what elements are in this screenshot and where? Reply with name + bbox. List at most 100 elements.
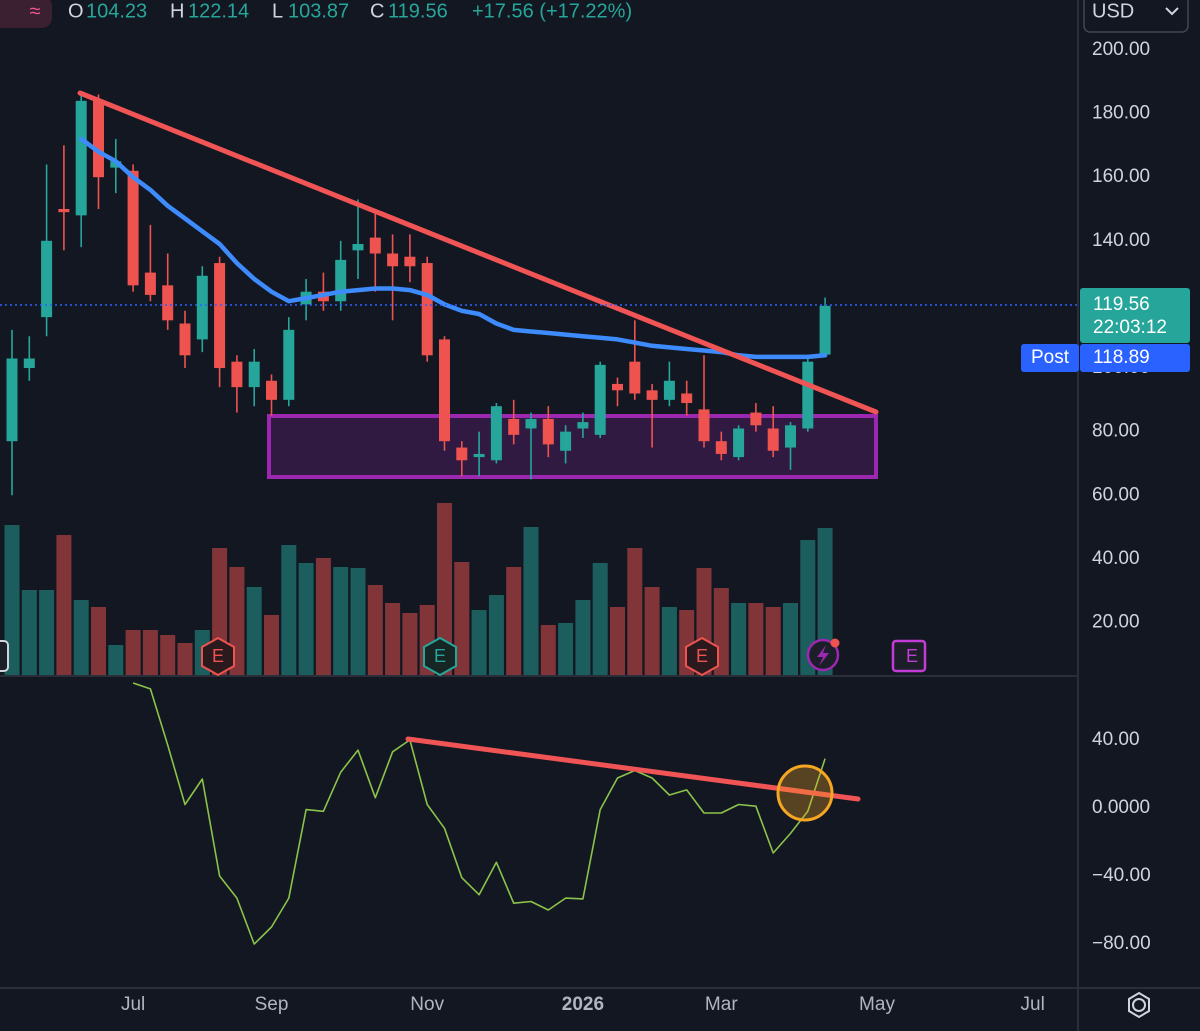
candle-body: [612, 383, 623, 391]
x-tick-label: Jul: [1021, 994, 1045, 1015]
candle-body: [577, 422, 589, 429]
y-tick-label: 80.00: [1092, 421, 1140, 442]
candle-body: [750, 412, 762, 426]
candle-body: [560, 431, 572, 451]
post-price: 118.89: [1093, 347, 1150, 368]
volume-bar: [4, 525, 20, 675]
high-value: 122.14: [188, 0, 249, 22]
volume-bar: [817, 528, 833, 675]
notification-dot: [830, 638, 840, 648]
volume-bar: [437, 503, 452, 675]
earnings-label: E: [696, 646, 708, 666]
volume-bar: [56, 535, 72, 675]
lightning-glyph: [817, 645, 829, 666]
volume-bar: [39, 590, 55, 675]
candle-body: [283, 329, 295, 400]
candle-body: [715, 441, 727, 454]
candle-body: [369, 237, 381, 254]
x-tick-label: 2026: [562, 994, 604, 1015]
low-value: 103.87: [288, 0, 349, 22]
candle-body: [473, 453, 485, 458]
candle-body: [248, 361, 260, 388]
volume-bar: [661, 607, 677, 675]
close-label: C: [370, 0, 384, 22]
candle-body: [819, 305, 831, 355]
candle-body: [490, 406, 502, 461]
volume-bar: [731, 603, 747, 675]
volume-bar: [350, 568, 366, 675]
volume-bar: [540, 625, 556, 675]
moving-average: [78, 136, 828, 360]
last-price: 119.56: [1093, 294, 1150, 315]
settings-button[interactable]: [1128, 991, 1150, 1019]
volume-bar: [142, 630, 158, 675]
x-tick-label: May: [859, 994, 895, 1015]
earnings-icon[interactable]: [423, 636, 457, 677]
earnings-icon[interactable]: [685, 636, 719, 677]
x-tick-label: Mar: [705, 994, 738, 1015]
volume-bar: [575, 600, 591, 675]
y-tick-label: 200.00: [1092, 39, 1150, 60]
earnings-icon[interactable]: [201, 636, 235, 677]
highlight-circle: [776, 764, 834, 822]
volume-bar: [523, 527, 539, 675]
candle-body: [41, 240, 53, 318]
candle-body: [456, 447, 468, 461]
currency-label: USD: [1092, 0, 1134, 22]
volume-bar: [471, 610, 487, 675]
change-value: +17.56 (+17.22%): [472, 0, 632, 22]
candle-body: [387, 253, 399, 267]
candle-body: [179, 323, 191, 356]
gear-outline: [1128, 991, 1150, 1019]
candle-body: [439, 339, 450, 442]
candle-body: [144, 272, 156, 295]
y-tick-label: 160.00: [1092, 166, 1150, 187]
y-tick-label: 40.00: [1092, 548, 1140, 569]
dropdown-chevron: [1165, 7, 1179, 16]
candle-body: [629, 361, 641, 394]
candle-body: [6, 358, 18, 442]
symbol-pill[interactable]: [0, 0, 52, 28]
earnings-icon[interactable]: [891, 639, 927, 673]
volume-bar: [281, 545, 297, 675]
y-tick-label: 20.00: [1092, 612, 1140, 633]
candle-body: [214, 263, 226, 369]
candle-body: [352, 243, 364, 251]
volume-bar: [506, 567, 522, 675]
post-price-badge: [1080, 344, 1190, 372]
candle-body: [542, 418, 554, 445]
y-tick-label: 180.00: [1092, 103, 1150, 124]
open-label: O: [68, 0, 84, 22]
earnings-label: E: [906, 646, 918, 666]
volume-bar: [454, 562, 470, 675]
volume-bar: [748, 603, 764, 675]
volume-bar: [125, 630, 141, 675]
volume-bar: [298, 563, 314, 675]
volume-bar: [367, 585, 383, 675]
candle-body: [594, 364, 606, 435]
volume-bar: [73, 600, 89, 675]
x-tick-label: Nov: [410, 994, 444, 1015]
event-icon[interactable]: [0, 640, 9, 672]
y-tick-label: 60.00: [1092, 484, 1140, 505]
x-tick-label: Jul: [121, 994, 145, 1015]
y-tick-label: 140.00: [1092, 230, 1150, 251]
price-trendline: [77, 90, 879, 415]
y-tick-label: −80.00: [1092, 933, 1151, 954]
candle-body: [802, 361, 814, 429]
gear-center: [1132, 998, 1146, 1012]
candle-body: [196, 275, 208, 340]
currency-dropdown[interactable]: [1083, 0, 1189, 33]
candle-body: [266, 380, 277, 400]
low-label: L: [272, 0, 283, 22]
volume-bar: [333, 567, 349, 675]
high-label: H: [170, 0, 184, 22]
candle-body: [421, 263, 433, 356]
candle-body: [404, 256, 416, 267]
volume-bar: [800, 540, 816, 675]
countdown: 22:03:12: [1093, 317, 1167, 338]
candle-body: [525, 418, 537, 429]
candle-body: [127, 170, 139, 286]
